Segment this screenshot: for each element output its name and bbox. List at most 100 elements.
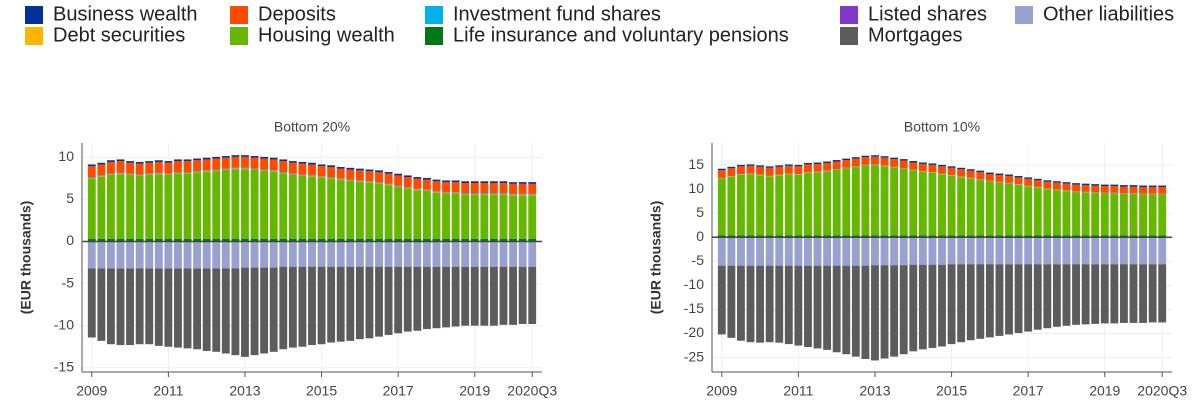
bar-segment	[966, 237, 975, 265]
bar-segment	[756, 165, 765, 167]
legend-swatch	[230, 27, 248, 45]
x-tick-label: 2017	[1013, 383, 1044, 399]
bar-segment	[1129, 185, 1138, 187]
y-tick-label: 5	[696, 204, 704, 220]
bar-segment	[470, 266, 479, 326]
bar-segment	[1072, 237, 1080, 265]
bar-segment	[413, 177, 422, 179]
bar-segment	[832, 237, 841, 266]
bar-segment	[861, 237, 870, 266]
x-tick-label: 2019	[459, 383, 490, 399]
bar-segment	[909, 170, 918, 236]
bar-segment	[737, 164, 745, 167]
bar-segment	[365, 171, 374, 182]
bar-segment	[308, 164, 316, 176]
bar-segment	[135, 268, 144, 345]
bar-segment	[861, 165, 870, 236]
bar-segment	[1014, 177, 1023, 185]
bar-segment	[1033, 235, 1042, 238]
bar-segment	[995, 173, 1004, 175]
bar-segment	[145, 238, 154, 242]
y-tick-label: 15	[688, 156, 704, 172]
bar-segment	[260, 241, 269, 268]
bar-segment	[97, 241, 106, 269]
bar-segment	[1119, 237, 1128, 265]
bar-segment	[1148, 264, 1157, 323]
bar-segment	[288, 161, 297, 163]
bar-segment	[432, 238, 441, 242]
bar-segment	[250, 267, 259, 356]
legend-swatch	[425, 6, 443, 24]
bar-segment	[928, 172, 937, 236]
bar-segment	[451, 180, 460, 183]
bar-segment	[1091, 264, 1100, 324]
bar-segment	[813, 162, 822, 164]
bar-segment	[1014, 175, 1023, 178]
bar-segment	[126, 162, 135, 174]
bar-segment	[1033, 178, 1042, 181]
bar-segment	[87, 268, 96, 338]
legend-swatch	[840, 27, 858, 45]
bar-segment	[461, 266, 470, 326]
bar-segment	[966, 169, 975, 171]
bar-segment	[871, 165, 879, 236]
bar-segment	[202, 171, 211, 239]
bar-segment	[727, 265, 736, 338]
x-tick-label: 2017	[383, 383, 414, 399]
bar-segment	[1043, 235, 1052, 238]
bar-segment	[1072, 264, 1080, 325]
bar-segment	[375, 170, 383, 173]
bar-segment	[1119, 185, 1128, 187]
bar-segment	[375, 241, 383, 267]
bar-segment	[480, 194, 489, 239]
bar-segment	[813, 237, 822, 266]
bar-segment	[375, 266, 383, 337]
bar-segment	[765, 176, 774, 236]
bar-segment	[499, 182, 508, 194]
bar-segment	[737, 235, 745, 238]
bar-segment	[1043, 264, 1052, 329]
bar-segment	[317, 241, 326, 267]
bar-segment	[1014, 264, 1023, 334]
bar-segment	[183, 238, 192, 242]
bar-segment	[375, 238, 383, 242]
bar-segment	[976, 235, 985, 238]
bar-segment	[1158, 194, 1167, 236]
bar-segment	[212, 268, 221, 352]
bar-segment	[336, 266, 345, 342]
bar-segment	[365, 182, 374, 239]
bar-segment	[279, 161, 288, 173]
bar-segment	[107, 174, 115, 239]
bar-segment	[116, 241, 125, 269]
bar-segment	[775, 237, 784, 266]
bar-segment	[1091, 235, 1100, 238]
bar-segment	[116, 161, 125, 173]
bar-segment	[221, 268, 230, 354]
bar-segment	[336, 241, 345, 267]
bar-segment	[97, 162, 106, 165]
bar-segment	[279, 266, 288, 350]
bar-segment	[174, 268, 182, 348]
bar-segment	[938, 237, 946, 265]
bar-segment	[813, 163, 822, 172]
bar-segment	[327, 241, 336, 267]
bar-segment	[451, 193, 460, 239]
bar-segment	[1119, 186, 1128, 194]
bar-segment	[126, 174, 135, 239]
bar-segment	[260, 267, 269, 354]
bar-segment	[174, 159, 182, 162]
bar-segment	[489, 238, 498, 242]
bar-segment	[288, 162, 297, 174]
bar-segment	[355, 181, 364, 239]
bar-segment	[1139, 194, 1147, 236]
bar-segment	[145, 174, 154, 239]
bar-segment	[775, 165, 784, 167]
bar-segment	[432, 266, 441, 329]
bar-segment	[947, 175, 956, 236]
bar-segment	[1072, 183, 1080, 185]
bar-segment	[241, 241, 249, 268]
bar-segment	[394, 173, 403, 176]
bar-segment	[154, 160, 163, 162]
bar-segment	[422, 177, 431, 180]
bar-segment	[260, 158, 269, 170]
